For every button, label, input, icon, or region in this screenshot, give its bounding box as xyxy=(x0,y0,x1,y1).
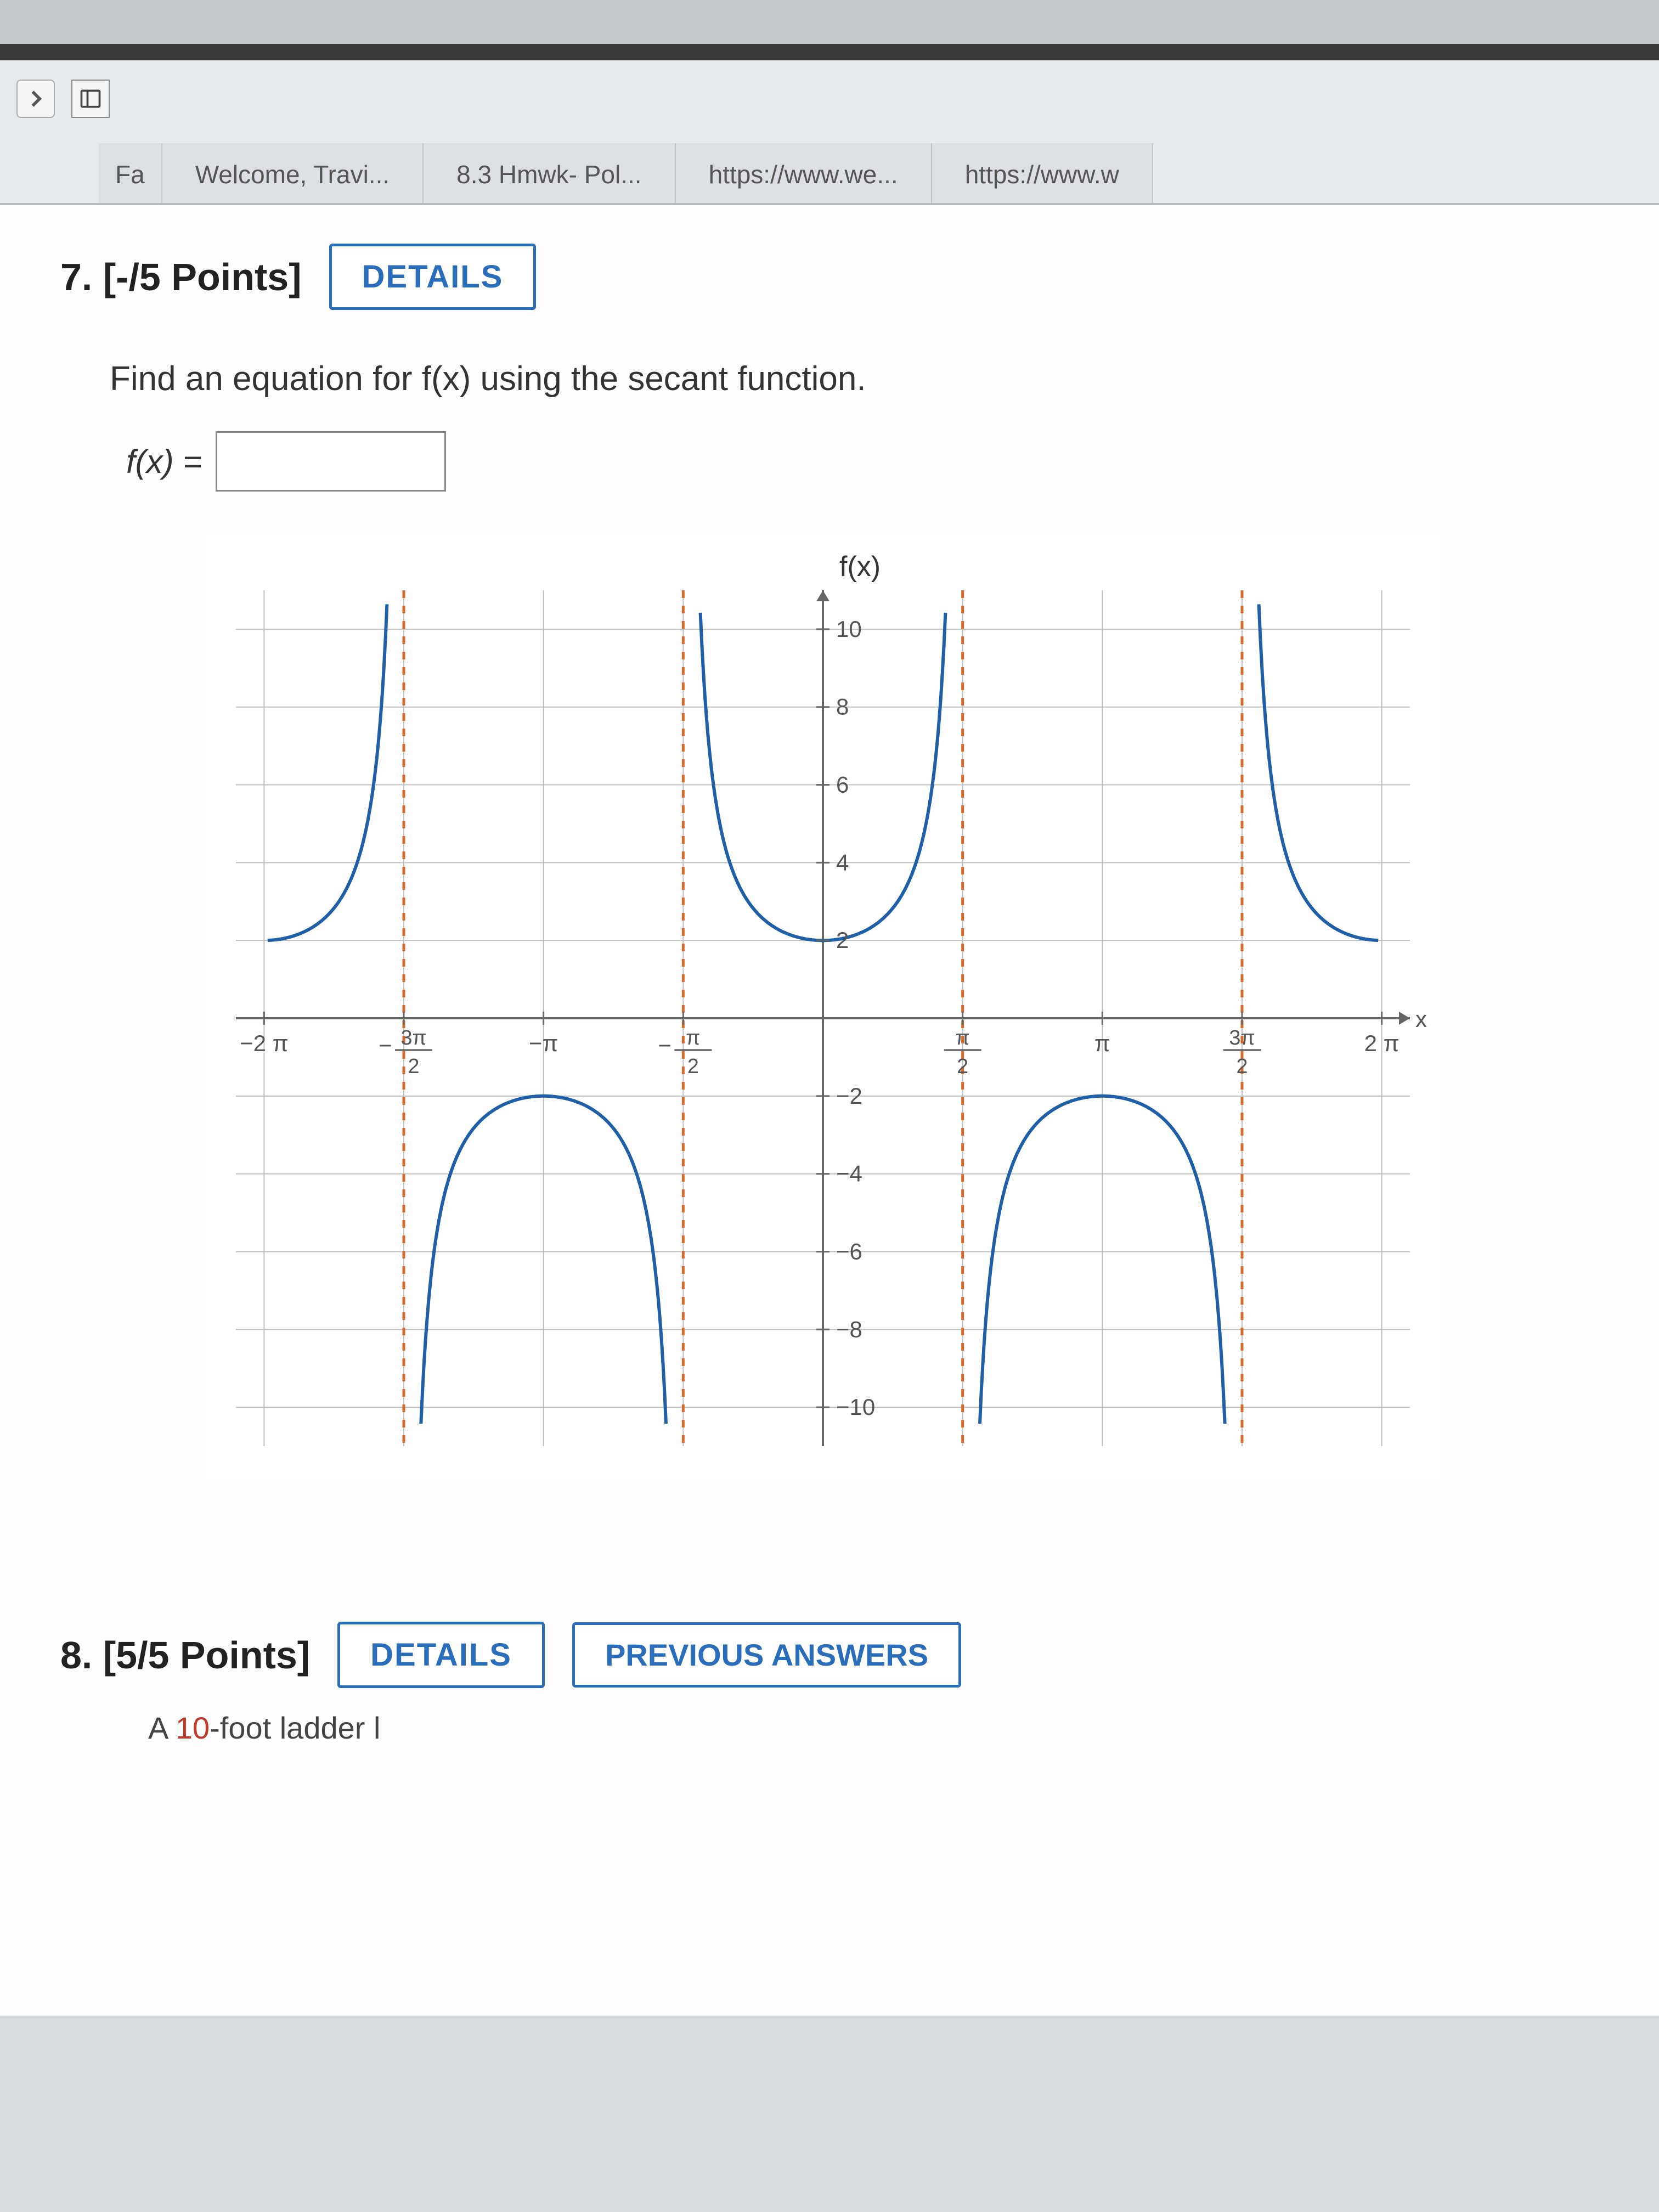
q7-number: 7. [-/5 Points] xyxy=(60,255,302,299)
svg-text:−10: −10 xyxy=(836,1394,875,1420)
forward-button[interactable] xyxy=(16,80,55,118)
svg-text:3π: 3π xyxy=(400,1026,426,1049)
svg-text:x: x xyxy=(1415,1006,1427,1032)
sidebar-toggle-icon[interactable] xyxy=(71,80,110,118)
svg-text:2: 2 xyxy=(836,927,849,953)
secant-graph: −10−8−6−4−2246810−2 π−3π2−π−π2π2π3π22 πf… xyxy=(203,535,1626,1479)
svg-text:−2 π: −2 π xyxy=(240,1030,289,1056)
svg-text:−6: −6 xyxy=(836,1238,862,1264)
svg-text:−4: −4 xyxy=(836,1161,862,1187)
q8-subtext: A 10-foot ladder l xyxy=(148,1710,1626,1746)
tab-welcome[interactable]: Welcome, Travi... xyxy=(162,143,424,203)
svg-text:10: 10 xyxy=(836,616,862,642)
svg-text:π: π xyxy=(1094,1030,1110,1056)
tab-hmwk[interactable]: 8.3 Hmwk- Pol... xyxy=(424,143,675,203)
answer-row: f(x) = xyxy=(126,431,1626,492)
tab-url1[interactable]: https://www.we... xyxy=(676,143,932,203)
svg-text:f(x): f(x) xyxy=(839,551,881,583)
q7-prompt: Find an equation for f(x) using the seca… xyxy=(110,359,1626,398)
svg-text:−2: −2 xyxy=(836,1083,862,1109)
browser-chrome: Fa Welcome, Travi... 8.3 Hmwk- Pol... ht… xyxy=(0,60,1659,205)
previous-answers-button[interactable]: PREVIOUS ANSWERS xyxy=(572,1622,961,1688)
page-content: 7. [-/5 Points] DETAILS Find an equation… xyxy=(0,205,1659,2016)
svg-text:4: 4 xyxy=(836,849,849,875)
fx-label: f(x) = xyxy=(126,443,202,481)
svg-text:−π: −π xyxy=(529,1030,558,1056)
q7-header: 7. [-/5 Points] DETAILS xyxy=(60,244,1626,310)
secant-graph-svg: −10−8−6−4−2246810−2 π−3π2−π−π2π2π3π22 πf… xyxy=(203,535,1443,1479)
svg-text:2 π: 2 π xyxy=(1364,1030,1400,1056)
svg-text:π: π xyxy=(956,1026,970,1049)
tab-bar: Fa Welcome, Travi... 8.3 Hmwk- Pol... ht… xyxy=(0,137,1659,203)
screen: Fa Welcome, Travi... 8.3 Hmwk- Pol... ht… xyxy=(0,44,1659,2212)
svg-text:−: − xyxy=(658,1032,672,1058)
svg-text:2: 2 xyxy=(408,1055,420,1078)
q8-header: 8. [5/5 Points] DETAILS PREVIOUS ANSWERS xyxy=(60,1622,1626,1688)
svg-text:2: 2 xyxy=(957,1055,968,1078)
svg-text:−: − xyxy=(379,1032,392,1058)
svg-text:2: 2 xyxy=(687,1055,699,1078)
q8-number: 8. [5/5 Points] xyxy=(60,1633,310,1677)
svg-text:−8: −8 xyxy=(836,1316,862,1342)
svg-text:3π: 3π xyxy=(1229,1026,1255,1049)
svg-text:π: π xyxy=(686,1026,700,1049)
q8-details-button[interactable]: DETAILS xyxy=(337,1622,545,1688)
toolbar xyxy=(0,60,1659,137)
svg-text:6: 6 xyxy=(836,772,849,798)
svg-text:2: 2 xyxy=(1236,1055,1248,1078)
q8-block: 8. [5/5 Points] DETAILS PREVIOUS ANSWERS… xyxy=(60,1622,1626,1746)
tab-url2[interactable]: https://www.w xyxy=(932,143,1153,203)
svg-text:8: 8 xyxy=(836,694,849,720)
tab-fa[interactable]: Fa xyxy=(99,143,162,203)
answer-input[interactable] xyxy=(216,431,446,492)
details-button[interactable]: DETAILS xyxy=(329,244,537,310)
